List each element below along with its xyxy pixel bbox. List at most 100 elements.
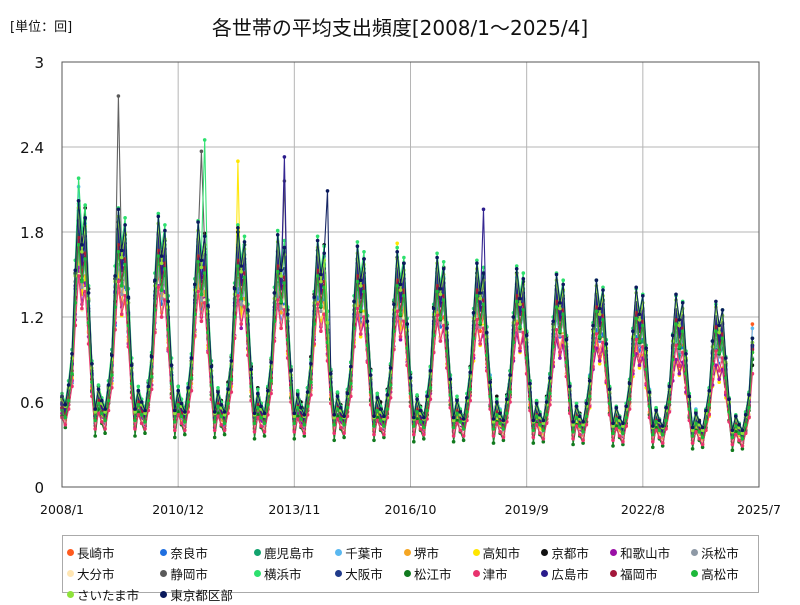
data-point: [601, 288, 605, 292]
data-point: [534, 398, 539, 403]
data-point: [352, 299, 356, 304]
data-point: [637, 366, 642, 370]
data-point: [76, 274, 81, 278]
data-point: [690, 441, 695, 445]
data-point: [455, 418, 459, 423]
data-point: [518, 302, 522, 307]
data-point: [707, 413, 711, 417]
data-point: [100, 420, 104, 424]
data-point: [730, 435, 735, 440]
data-point: [627, 381, 632, 386]
data-point: [498, 430, 502, 434]
data-point: [558, 333, 562, 338]
data-point: [312, 295, 317, 300]
data-point: [704, 408, 708, 413]
data-point: [382, 432, 386, 437]
data-point: [501, 435, 506, 440]
data-point: [282, 245, 287, 250]
data-point: [495, 413, 499, 417]
data-point: [611, 424, 615, 428]
data-point: [362, 257, 366, 261]
data-point: [216, 386, 220, 390]
data-point: [199, 319, 204, 324]
legend-label: 津市: [482, 567, 508, 582]
data-point: [747, 405, 751, 410]
data-point: [133, 418, 137, 423]
data-point: [558, 350, 562, 355]
data-point: [508, 373, 512, 377]
data-point: [538, 413, 542, 417]
data-point: [597, 362, 602, 366]
data-point: [93, 434, 97, 438]
data-point: [199, 258, 204, 263]
data-point: [309, 362, 313, 366]
data-point: [83, 203, 87, 207]
data-point: [734, 414, 738, 419]
data-point: [239, 264, 243, 268]
data-point: [216, 414, 220, 419]
x-tick-label: 2022/8: [621, 502, 665, 517]
data-point: [727, 397, 731, 402]
legend-marker-icon: [541, 570, 549, 577]
data-point: [674, 322, 678, 326]
data-point: [70, 384, 74, 389]
data-point: [664, 418, 668, 423]
data-point: [183, 432, 187, 437]
data-point: [206, 303, 210, 308]
legend-marker-icon: [67, 549, 74, 556]
data-point: [106, 408, 111, 413]
data-point: [478, 342, 483, 346]
data-point: [637, 318, 642, 322]
data-point: [498, 421, 502, 426]
data-point: [322, 251, 327, 256]
data-point: [136, 413, 141, 417]
data-point: [478, 296, 483, 301]
data-point: [242, 240, 247, 244]
data-point: [159, 288, 164, 292]
data-point: [252, 430, 257, 434]
data-point: [322, 312, 327, 317]
data-point: [548, 391, 552, 396]
data-point: [382, 414, 386, 419]
data-point: [282, 308, 287, 312]
data-point: [717, 380, 721, 385]
data-point: [159, 261, 164, 266]
data-point: [80, 279, 84, 284]
data-point: [607, 387, 612, 392]
data-point: [385, 393, 390, 397]
data-point: [495, 397, 499, 402]
data-point: [438, 292, 443, 297]
data-point: [465, 410, 469, 414]
legend-label: 大阪市: [345, 567, 383, 582]
legend-label: 松江市: [413, 567, 452, 582]
data-point: [485, 330, 489, 335]
data-point: [319, 279, 323, 284]
data-point: [451, 425, 456, 430]
data-point: [740, 428, 745, 433]
x-tick-label: 2019/9: [505, 502, 549, 517]
data-point: [714, 329, 718, 334]
data-point: [299, 424, 303, 428]
data-point: [534, 401, 539, 406]
data-point: [169, 363, 174, 368]
data-point: [451, 434, 456, 438]
data-point: [342, 435, 346, 440]
data-point: [382, 424, 386, 428]
data-point: [119, 292, 124, 297]
plot-frame: [61, 61, 760, 488]
data-point: [183, 420, 187, 424]
data-point: [355, 244, 360, 248]
data-point: [239, 322, 243, 326]
data-point: [325, 320, 330, 325]
data-point: [262, 414, 267, 419]
data-point: [465, 396, 469, 400]
data-point: [654, 408, 658, 413]
data-point: [594, 278, 599, 283]
data-point: [375, 396, 380, 400]
data-point: [637, 343, 642, 348]
data-point: [136, 388, 141, 393]
data-point: [378, 427, 383, 431]
data-point: [216, 404, 220, 409]
data-point: [119, 284, 124, 288]
data-point: [139, 413, 144, 417]
